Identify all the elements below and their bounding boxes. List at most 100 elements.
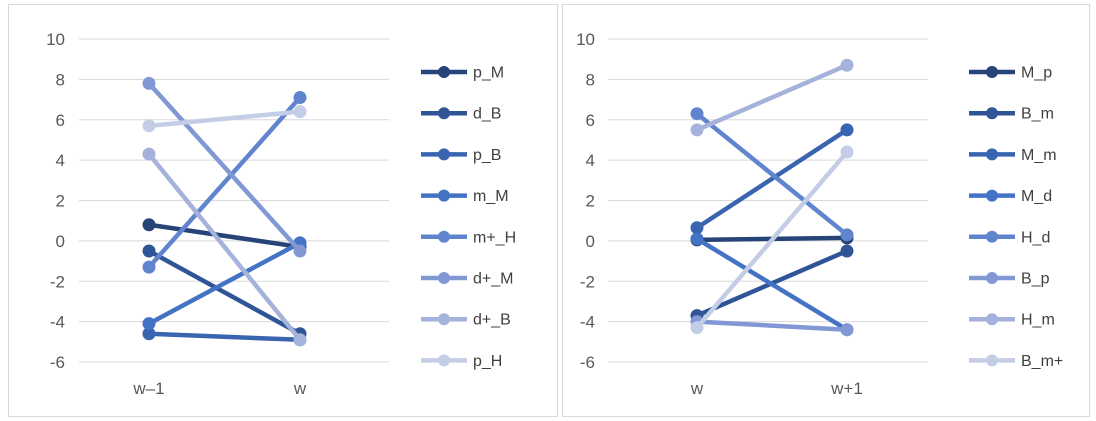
- left-data-point: [142, 218, 156, 232]
- legend-point-marker: [438, 313, 450, 326]
- legend-point-marker: [986, 66, 998, 78]
- right-legend-item: H_d: [969, 229, 1050, 246]
- chart-right-svg: 10 8 6 4 2 0 -2 -4 -6 w w+1 M_p B_m M_m M_d H_d B_p H_m B_…: [576, 30, 1063, 398]
- left-series-line: [146, 151, 303, 343]
- legend-label: d_B: [473, 106, 501, 123]
- right-series-line: [694, 149, 850, 330]
- legend-point-marker: [986, 148, 998, 161]
- legend-label: p_B: [473, 147, 501, 164]
- right-data-point: [840, 323, 854, 337]
- legend-point-marker: [986, 189, 998, 202]
- left-series-line: [146, 240, 303, 326]
- left-series-line: [146, 331, 303, 343]
- legend-point-marker: [986, 272, 998, 284]
- left-y-tick-label: 6: [56, 111, 65, 130]
- right-data-point: [690, 107, 704, 121]
- right-data-point: [840, 244, 854, 258]
- left-series-line: [146, 95, 303, 270]
- right-data-point: [690, 232, 704, 246]
- left-data-point: [142, 147, 156, 161]
- left-series-m+_H: [142, 91, 307, 274]
- legend-label: B_m+: [1021, 353, 1063, 370]
- legend-label: B_m: [1021, 106, 1054, 123]
- left-y-tick-label: 4: [56, 151, 65, 170]
- legend-point-marker: [438, 354, 450, 367]
- right-series-M_m: [690, 123, 854, 235]
- right-data-point: [840, 145, 854, 159]
- left-legend-item: d+_B: [421, 312, 511, 329]
- legend-label: B_p: [1021, 271, 1050, 288]
- right-legend-item: M_m: [969, 147, 1057, 164]
- right-data-point: [840, 58, 854, 72]
- right-y-tick-label: -6: [580, 353, 595, 372]
- left-data-point: [293, 105, 307, 119]
- right-y-tick-label: 2: [586, 192, 595, 211]
- right-y-tick-label: 4: [586, 151, 595, 170]
- left-series-d+_B: [142, 147, 307, 347]
- left-y-tick-label: -6: [50, 353, 65, 372]
- right-legend-item: B_m+: [969, 353, 1063, 370]
- left-data-point: [293, 91, 307, 105]
- legend-label: m+_H: [473, 229, 516, 246]
- right-y-tick-label: 10: [576, 30, 595, 49]
- left-data-point: [142, 76, 156, 90]
- right-y-tick-label: 0: [586, 232, 595, 251]
- right-series-line: [694, 319, 850, 332]
- left-y-tick-label: 10: [46, 30, 65, 49]
- right-x-tick-label: w: [690, 379, 704, 398]
- right-y-tick-label: 6: [586, 111, 595, 130]
- left-x-tick-label: w–1: [132, 379, 164, 398]
- legend-label: M_m: [1021, 147, 1057, 164]
- left-y-tick-label: 8: [56, 70, 65, 89]
- right-series-B_m+: [690, 145, 854, 335]
- legend-point-marker: [438, 230, 450, 243]
- left-data-point: [142, 317, 156, 331]
- right-series-line: [694, 236, 850, 332]
- legend-point-marker: [986, 313, 998, 326]
- right-legend-item: M_p: [969, 65, 1052, 82]
- right-legend-item: H_m: [969, 312, 1055, 329]
- left-legend-item: d_B: [421, 106, 501, 123]
- right-y-tick-label: -4: [580, 313, 595, 332]
- left-series-line: [146, 81, 303, 254]
- right-data-point: [690, 221, 704, 235]
- left-y-tick-label: 0: [56, 232, 65, 251]
- chart-left: 10 8 6 4 2 0 -2 -4 -6 w–1 w p_M d_B p_B m_M m+_H d+_M d+_…: [8, 4, 558, 417]
- left-series-d+_M: [142, 76, 307, 258]
- right-series-H_d: [690, 107, 854, 242]
- right-series-line: [694, 127, 850, 231]
- chart-left-svg: 10 8 6 4 2 0 -2 -4 -6 w–1 w p_M d_B p_B m_M m+_H d+_M d+_…: [46, 30, 516, 398]
- legend-point-marker: [438, 107, 450, 120]
- right-x-tick-label: w+1: [830, 379, 863, 398]
- left-series-line: [146, 109, 303, 129]
- left-legend-item: d+_M: [421, 271, 513, 288]
- right-legend-item: B_p: [969, 271, 1050, 288]
- legend-label: M_p: [1021, 65, 1052, 82]
- legend-point-marker: [438, 66, 450, 78]
- left-legend-item: m_M: [421, 188, 509, 205]
- right-legend-item: B_m: [969, 106, 1054, 123]
- left-legend-item: p_M: [421, 65, 504, 82]
- left-data-point: [142, 244, 156, 258]
- legend-label: p_H: [473, 353, 502, 370]
- left-x-tick-label: w: [293, 379, 307, 398]
- right-data-point: [840, 123, 854, 137]
- right-data-point: [690, 321, 704, 335]
- legend-point-marker: [438, 148, 450, 161]
- legend-label: d+_M: [473, 271, 513, 288]
- left-series-line: [146, 248, 303, 336]
- left-legend-item: p_B: [421, 147, 501, 164]
- right-series-H_m: [690, 58, 854, 137]
- left-data-point: [142, 119, 156, 133]
- legend-label: M_d: [1021, 188, 1052, 205]
- legend-point-marker: [986, 107, 998, 120]
- right-legend-item: M_d: [969, 188, 1052, 205]
- left-data-point: [293, 333, 307, 347]
- legend-label: H_m: [1021, 312, 1055, 329]
- left-data-point: [142, 260, 156, 274]
- legend-label: m_M: [473, 188, 509, 205]
- left-y-tick-label: -2: [50, 272, 65, 291]
- right-data-point: [690, 123, 704, 137]
- left-y-tick-label: -4: [50, 313, 65, 332]
- legend-point-marker: [986, 230, 998, 243]
